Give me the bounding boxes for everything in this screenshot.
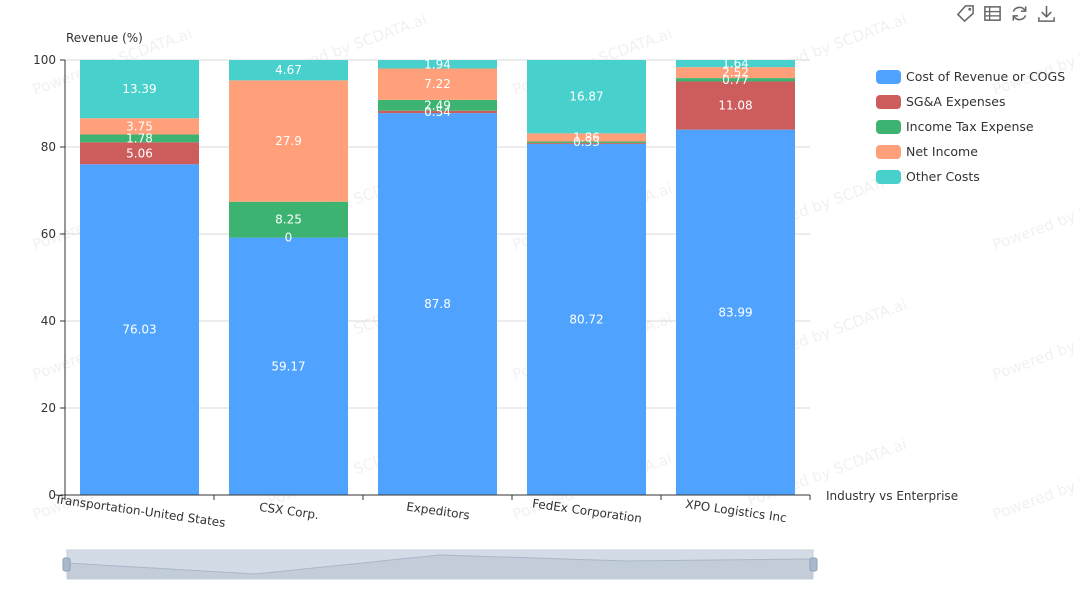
legend-label: Cost of Revenue or COGS bbox=[906, 69, 1066, 84]
bar-segment[interactable] bbox=[229, 80, 348, 202]
data-label: 59.17 bbox=[271, 359, 305, 373]
data-label: 8.25 bbox=[275, 213, 302, 227]
data-label: 1.94 bbox=[424, 57, 451, 71]
restore-icon[interactable] bbox=[1010, 4, 1029, 23]
y-tick-label: 60 bbox=[41, 227, 56, 241]
data-label: 0.33 bbox=[573, 135, 600, 149]
data-label: 27.9 bbox=[275, 134, 302, 148]
y-axis-title: Revenue (%) bbox=[66, 31, 143, 45]
bars bbox=[80, 59, 795, 496]
data-label: 2.52 bbox=[722, 66, 749, 80]
download-icon[interactable] bbox=[1037, 4, 1056, 23]
bar-segment[interactable] bbox=[527, 133, 646, 142]
bar-segment[interactable] bbox=[378, 99, 497, 111]
x-tick-label: Expeditors bbox=[405, 500, 470, 523]
legend-label: Income Tax Expense bbox=[906, 119, 1034, 134]
bar-segment[interactable] bbox=[229, 60, 348, 81]
bar-segment[interactable] bbox=[676, 67, 795, 79]
data-label: 2.49 bbox=[424, 98, 451, 112]
data-label: 1.78 bbox=[126, 131, 153, 145]
watermark-text: Powered by SCDATA.ai bbox=[990, 179, 1080, 253]
chart-toolbar bbox=[956, 4, 1056, 23]
data-label: 76.03 bbox=[122, 323, 156, 337]
x-axis-title: Industry vs Enterprise bbox=[826, 489, 958, 503]
data-label: 87.8 bbox=[424, 297, 451, 311]
zoom-handle-right[interactable] bbox=[809, 557, 818, 572]
data-zoom-slider[interactable] bbox=[62, 549, 818, 580]
watermark-text: Powered by SCDATA.ai bbox=[990, 449, 1080, 523]
bar-segment[interactable] bbox=[378, 110, 497, 114]
data-label: 7.22 bbox=[424, 77, 451, 91]
bar-segment[interactable] bbox=[80, 164, 199, 495]
bar-segment[interactable] bbox=[80, 59, 199, 119]
data-labels: 76.03 5.061.783.75 13.39 59.17 0 8.25 27.9 4.67… bbox=[122, 57, 752, 374]
bar-segment[interactable] bbox=[378, 113, 497, 495]
data-label: 1.64 bbox=[722, 57, 749, 71]
x-tick-label: Transportation-United States bbox=[53, 492, 227, 530]
bar-segment[interactable] bbox=[229, 201, 348, 238]
bar-segment[interactable] bbox=[80, 142, 199, 165]
x-tick-label: CSX Corp. bbox=[258, 500, 319, 522]
data-label: 0.77 bbox=[722, 73, 749, 87]
legend-item[interactable]: SG&A Expenses bbox=[876, 89, 1065, 114]
bar-segment[interactable] bbox=[527, 141, 646, 143]
tag-icon[interactable] bbox=[956, 4, 975, 23]
data-label: 4.67 bbox=[275, 63, 302, 77]
bar-segment[interactable] bbox=[527, 143, 646, 496]
bar-segment[interactable] bbox=[80, 134, 199, 143]
data-label: 1.86 bbox=[573, 130, 600, 144]
bar-segment[interactable] bbox=[676, 129, 795, 495]
legend-label: Other Costs bbox=[906, 169, 980, 184]
y-tick-label: 40 bbox=[41, 314, 56, 328]
data-label: 16.87 bbox=[569, 90, 603, 104]
x-tick-label: FedEx Corporation bbox=[531, 496, 643, 525]
bar-segment[interactable] bbox=[229, 237, 348, 495]
legend-item[interactable]: Cost of Revenue or COGS bbox=[876, 64, 1065, 89]
zoom-handle-left[interactable] bbox=[62, 557, 71, 572]
data-label: 5.06 bbox=[126, 146, 153, 160]
y-tick-label: 80 bbox=[41, 140, 56, 154]
legend-swatch bbox=[876, 69, 901, 84]
bar-segment[interactable] bbox=[80, 118, 199, 135]
legend-swatch bbox=[876, 144, 901, 159]
legend: Cost of Revenue or COGS SG&A Expenses Inco… bbox=[876, 64, 1065, 189]
legend-swatch bbox=[876, 94, 901, 109]
data-view-icon[interactable] bbox=[983, 4, 1002, 23]
legend-swatch bbox=[876, 169, 901, 184]
bar-segment[interactable] bbox=[676, 60, 795, 68]
legend-label: SG&A Expenses bbox=[906, 94, 1006, 109]
legend-item[interactable]: Net Income bbox=[876, 139, 1065, 164]
zoom-preview-line bbox=[66, 554, 814, 575]
y-tick-label: 0 bbox=[48, 488, 56, 502]
data-label: 11.08 bbox=[718, 99, 752, 113]
bar-segment[interactable] bbox=[676, 81, 795, 130]
bar-segment[interactable] bbox=[527, 142, 646, 144]
data-label: 3.75 bbox=[126, 119, 153, 133]
legend-label: Net Income bbox=[906, 144, 978, 159]
bar-segment[interactable] bbox=[527, 60, 646, 134]
legend-item[interactable]: Income Tax Expense bbox=[876, 114, 1065, 139]
data-label: 80.72 bbox=[569, 312, 603, 326]
bar-segment[interactable] bbox=[676, 78, 795, 82]
data-label: 0 bbox=[285, 231, 293, 245]
data-label: 0.54 bbox=[424, 105, 451, 119]
data-label: 83.99 bbox=[718, 305, 752, 319]
bar-segment[interactable] bbox=[378, 60, 497, 69]
legend-item[interactable]: Other Costs bbox=[876, 164, 1065, 189]
legend-swatch bbox=[876, 119, 901, 134]
y-tick-label: 20 bbox=[41, 401, 56, 415]
bar-segment[interactable] bbox=[378, 68, 497, 100]
y-tick-label: 100 bbox=[33, 53, 56, 67]
watermark-text: Powered by SCDATA.ai bbox=[990, 309, 1080, 383]
data-label: 13.39 bbox=[122, 82, 156, 96]
